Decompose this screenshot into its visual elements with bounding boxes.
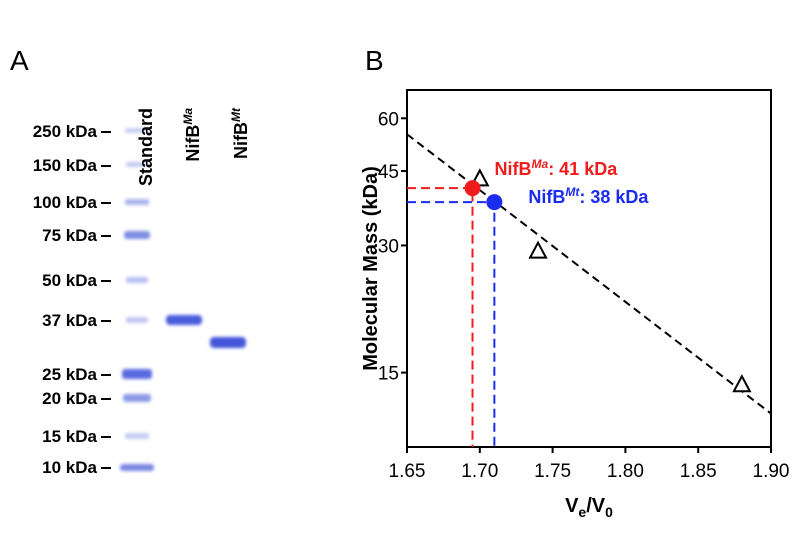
point <box>486 194 503 211</box>
guide-line <box>407 201 496 447</box>
fit-line <box>406 133 772 415</box>
point-label: NifBMa: 41 kDa <box>495 157 619 179</box>
marker-label: 150 kDa <box>33 156 98 175</box>
x-axis-title: Ve/V0 <box>565 495 613 520</box>
x-tick-label: 1.80 <box>607 461 644 482</box>
x-tick-label: 1.70 <box>461 461 498 482</box>
y-axis-title: Molecular Mass (kDa) <box>360 166 382 371</box>
point <box>528 240 548 259</box>
panel-label: A <box>10 45 29 76</box>
plot-frame <box>406 89 772 448</box>
lane-label: NifBMa <box>181 108 203 162</box>
marker-label: 37 kDa <box>42 311 97 330</box>
point-label-rest: : 41 kDa <box>548 159 618 179</box>
point-label-sup: Mt <box>565 185 580 199</box>
lane-name: Standard <box>136 108 156 186</box>
lane-sup: Mt <box>229 107 243 122</box>
y-tick-label: 60 <box>378 109 399 130</box>
marker-label: 10 kDa <box>42 458 97 477</box>
point-label-base: NifB <box>495 159 532 179</box>
lane-name: NifB <box>231 122 251 159</box>
marker-label: 50 kDa <box>42 271 97 290</box>
point-label-sup: Ma <box>532 157 549 171</box>
x-axis-title-part: V <box>565 495 579 517</box>
gel <box>120 128 246 471</box>
panel-b: B 15 30 45 60 1.65 1.70 1.75 1.80 1.85 1.90 Molecul… <box>360 45 789 520</box>
marker-label: 100 kDa <box>33 193 98 212</box>
y-tick-label: 45 <box>378 162 399 183</box>
marker-label: 25 kDa <box>42 365 97 384</box>
y-tick-label: 30 <box>378 236 399 257</box>
y-tick-label: 15 <box>378 364 399 385</box>
x-tick-label: 1.75 <box>534 461 571 482</box>
x-tick-label: 1.90 <box>753 461 790 482</box>
lane-label: NifBMt <box>229 107 251 159</box>
x-axis-title-part: e <box>578 504 586 520</box>
marker-label: 20 kDa <box>42 389 97 408</box>
point-label: NifBMt: 38 kDa <box>528 185 649 207</box>
guide-line <box>407 187 474 447</box>
lane-name: NifB <box>183 125 203 162</box>
x-tick-label: 1.65 <box>389 461 426 482</box>
lane-label: Standard <box>136 108 156 186</box>
panel-label: B <box>365 45 384 76</box>
x-axis-title-part: 0 <box>605 504 613 520</box>
x-tick-label: 1.85 <box>680 461 717 482</box>
marker-label: 250 kDa <box>33 122 98 141</box>
lane-sup: Ma <box>181 108 195 125</box>
x-axis-title-part: /V <box>586 495 606 517</box>
marker-label: 75 kDa <box>42 226 97 245</box>
point-label-rest: : 38 kDa <box>579 187 649 207</box>
point <box>732 374 752 393</box>
marker-label: 15 kDa <box>42 427 97 446</box>
point-label-base: NifB <box>528 187 565 207</box>
point <box>464 180 481 197</box>
